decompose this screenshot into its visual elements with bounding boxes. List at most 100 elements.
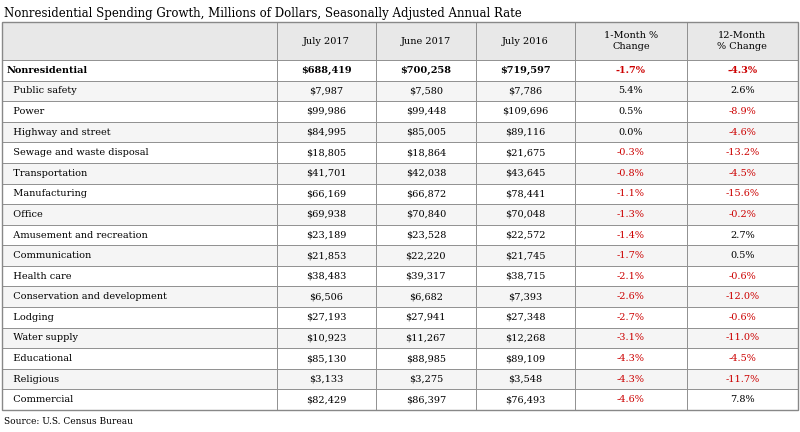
Text: $3,275: $3,275 <box>409 375 443 384</box>
Text: June 2017: June 2017 <box>401 36 451 45</box>
Text: -12.0%: -12.0% <box>726 292 759 301</box>
Bar <box>575 389 686 410</box>
Bar <box>476 60 575 81</box>
Text: $42,038: $42,038 <box>406 169 446 178</box>
Text: $3,133: $3,133 <box>309 375 343 384</box>
Text: $3,548: $3,548 <box>508 375 542 384</box>
Bar <box>277 266 376 286</box>
Text: $700,258: $700,258 <box>400 66 451 75</box>
Bar <box>277 225 376 245</box>
Text: 2.7%: 2.7% <box>730 231 754 239</box>
Text: -0.6%: -0.6% <box>729 313 756 322</box>
Text: $7,580: $7,580 <box>409 86 443 95</box>
Bar <box>376 266 476 286</box>
Text: $23,528: $23,528 <box>406 231 446 239</box>
Bar <box>476 184 575 204</box>
Text: Sewage and waste disposal: Sewage and waste disposal <box>7 148 149 157</box>
Bar <box>277 307 376 327</box>
Bar <box>686 286 798 307</box>
Bar <box>686 22 798 60</box>
Text: $7,786: $7,786 <box>508 86 542 95</box>
Bar <box>2 22 798 410</box>
Text: $38,483: $38,483 <box>306 272 346 281</box>
Text: $23,189: $23,189 <box>306 231 346 239</box>
Bar <box>376 389 476 410</box>
Text: $18,805: $18,805 <box>306 148 346 157</box>
Text: -0.8%: -0.8% <box>617 169 645 178</box>
Text: $99,448: $99,448 <box>406 107 446 116</box>
Text: Nonresidential Spending Growth, Millions of Dollars, Seasonally Adjusted Annual : Nonresidential Spending Growth, Millions… <box>4 6 522 19</box>
Text: $12,268: $12,268 <box>505 334 546 343</box>
Bar <box>277 143 376 163</box>
Text: $7,987: $7,987 <box>310 86 343 95</box>
Bar <box>2 81 277 101</box>
Bar <box>686 369 798 389</box>
Text: Amusement and recreation: Amusement and recreation <box>7 231 148 239</box>
Text: $22,220: $22,220 <box>406 251 446 260</box>
Bar <box>2 204 277 225</box>
Text: $76,493: $76,493 <box>505 395 546 404</box>
Bar <box>686 81 798 101</box>
Text: -1.7%: -1.7% <box>616 66 646 75</box>
Text: $688,419: $688,419 <box>301 66 352 75</box>
Bar <box>376 22 476 60</box>
Bar <box>686 266 798 286</box>
Bar <box>575 327 686 348</box>
Text: -1.3%: -1.3% <box>617 210 645 219</box>
Text: -4.6%: -4.6% <box>728 127 756 137</box>
Text: -0.3%: -0.3% <box>617 148 645 157</box>
Text: -2.7%: -2.7% <box>617 313 645 322</box>
Bar <box>376 307 476 327</box>
Text: -0.2%: -0.2% <box>728 210 756 219</box>
Bar <box>2 389 277 410</box>
Bar <box>476 101 575 122</box>
Bar <box>575 163 686 184</box>
Bar <box>686 143 798 163</box>
Bar <box>2 60 277 81</box>
Text: $41,701: $41,701 <box>306 169 346 178</box>
Bar <box>277 369 376 389</box>
Text: 1-Month %
Change: 1-Month % Change <box>604 31 658 51</box>
Bar <box>476 369 575 389</box>
Text: $88,985: $88,985 <box>406 354 446 363</box>
Bar <box>376 204 476 225</box>
Bar <box>575 204 686 225</box>
Bar <box>686 225 798 245</box>
Text: $39,317: $39,317 <box>406 272 446 281</box>
Bar <box>686 60 798 81</box>
Bar <box>2 307 277 327</box>
Bar <box>476 81 575 101</box>
Text: July 2016: July 2016 <box>502 36 549 45</box>
Text: July 2017: July 2017 <box>303 36 350 45</box>
Bar <box>2 327 277 348</box>
Text: $43,645: $43,645 <box>505 169 546 178</box>
Text: Water supply: Water supply <box>7 334 78 343</box>
Text: $78,441: $78,441 <box>505 189 546 198</box>
Text: Public safety: Public safety <box>7 86 77 95</box>
Text: $66,169: $66,169 <box>306 189 346 198</box>
Bar <box>476 225 575 245</box>
Text: $109,696: $109,696 <box>502 107 549 116</box>
Text: $84,995: $84,995 <box>306 127 346 137</box>
Text: $10,923: $10,923 <box>306 334 346 343</box>
Text: -1.7%: -1.7% <box>617 251 645 260</box>
Bar <box>277 60 376 81</box>
Text: -1.4%: -1.4% <box>617 231 645 239</box>
Text: 12-Month
% Change: 12-Month % Change <box>718 31 767 51</box>
Bar <box>376 163 476 184</box>
Text: -4.5%: -4.5% <box>728 169 756 178</box>
Bar <box>376 143 476 163</box>
Bar <box>575 307 686 327</box>
Text: 0.5%: 0.5% <box>730 251 754 260</box>
Bar <box>575 369 686 389</box>
Bar <box>476 245 575 266</box>
Bar <box>2 245 277 266</box>
Text: $21,853: $21,853 <box>306 251 346 260</box>
Bar <box>686 307 798 327</box>
Bar <box>2 225 277 245</box>
Bar <box>277 286 376 307</box>
Text: Manufacturing: Manufacturing <box>7 189 87 198</box>
Text: Highway and street: Highway and street <box>7 127 110 137</box>
Text: $27,941: $27,941 <box>406 313 446 322</box>
Text: 0.5%: 0.5% <box>618 107 643 116</box>
